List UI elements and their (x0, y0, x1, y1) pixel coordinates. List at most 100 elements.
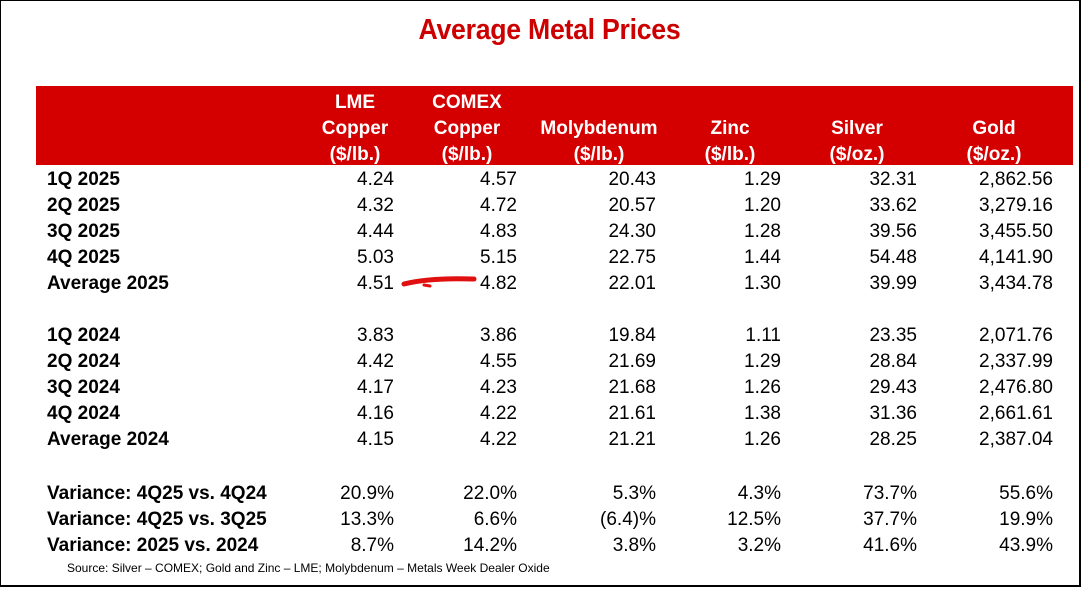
header-line2: Copper (321, 118, 389, 139)
table-cell: 4.82 (480, 273, 517, 294)
table-cell: 37.7% (863, 509, 917, 530)
table-cell: 4.42 (357, 351, 394, 372)
row-label: Variance: 4Q25 vs. 3Q25 (47, 509, 267, 530)
table-cell: 54.48 (869, 247, 917, 268)
table-cell: 2,337.99 (979, 351, 1053, 372)
page-title: Average Metal Prices (418, 14, 681, 46)
table-cell: 21.21 (608, 429, 656, 450)
header-line1 (957, 90, 1031, 116)
table-cell: 4.24 (357, 169, 394, 190)
table-row: Variance: 2025 vs. 2024 8.7% 14.2% 3.8% 3.2%… (0, 533, 1083, 559)
row-label: 1Q 2024 (47, 325, 120, 346)
table-cell: 13.3% (340, 509, 394, 530)
table-cell: 12.5% (727, 509, 781, 530)
table-cell: 1.28 (744, 221, 781, 242)
row-label: Average 2025 (47, 273, 169, 294)
header-molybdenum: Molybdenum ($/lb.) (535, 90, 663, 168)
table-row: 3Q 2025 4.44 4.83 24.30 1.28 39.56 3,455.50 (0, 219, 1083, 245)
header-line1: LME (334, 92, 376, 113)
table-cell: 6.6% (473, 509, 517, 530)
row-label: Average 2024 (47, 429, 169, 450)
table-cell: 19.9% (999, 509, 1053, 530)
table-cell: 4.72 (480, 195, 517, 216)
table-cell: 2,071.76 (979, 325, 1053, 346)
table-cell: 31.36 (869, 403, 917, 424)
header-comex-copper: COMEX Copper ($/lb.) (428, 90, 506, 168)
table-cell: 41.6% (863, 535, 917, 556)
row-label: Variance: 2025 vs. 2024 (47, 535, 259, 556)
table-cell: 3.2% (737, 535, 781, 556)
table-cell: 3.86 (480, 325, 517, 346)
table-cell: 4.55 (480, 351, 517, 372)
header-silver: Silver ($/oz.) (820, 90, 894, 168)
table-row: 4Q 2025 5.03 5.15 22.75 1.44 54.48 4,141.90 (0, 245, 1083, 271)
row-label: 4Q 2025 (47, 247, 120, 268)
table-cell: 4.22 (480, 429, 517, 450)
table-cell: 4,141.90 (979, 247, 1053, 268)
table-cell: 2,661.61 (979, 403, 1053, 424)
table-cell: 3,279.16 (979, 195, 1053, 216)
header-line2: Molybdenum (540, 118, 658, 139)
table-cell: 5.15 (480, 247, 517, 268)
table-row: Average 2025 4.51 4.82 22.01 1.30 39.99 3,434.… (0, 271, 1083, 297)
table-cell: 22.01 (608, 273, 656, 294)
table-cell: 4.15 (357, 429, 394, 450)
table-cell: 5.03 (357, 247, 394, 268)
table-cell: 20.9% (340, 483, 394, 504)
row-label: 3Q 2024 (47, 377, 120, 398)
table-cell: 32.31 (869, 169, 917, 190)
table-cell: 1.44 (744, 247, 781, 268)
header-unit: ($/lb.) (573, 144, 625, 167)
table-cell: 23.35 (869, 325, 917, 346)
table-cell: 29.43 (869, 377, 917, 398)
header-lme-copper: LME Copper ($/lb.) (318, 90, 392, 168)
row-label: 1Q 2025 (47, 169, 120, 190)
table-cell: 1.29 (744, 351, 781, 372)
header-line2: Gold (972, 118, 1016, 139)
table-row: Average 2024 4.15 4.22 21.21 1.26 28.25 2,387.… (0, 427, 1083, 453)
header-line1 (820, 90, 894, 116)
header-unit: ($/oz.) (829, 144, 885, 167)
table-cell: 55.6% (999, 483, 1053, 504)
table-cell: 73.7% (863, 483, 917, 504)
table-cell: 3.83 (357, 325, 394, 346)
header-line1 (699, 90, 761, 116)
row-label: Variance: 4Q25 vs. 4Q24 (47, 483, 267, 504)
table-cell: 22.0% (463, 483, 517, 504)
table-cell: 21.61 (608, 403, 656, 424)
row-label: 4Q 2024 (47, 403, 120, 424)
table-header-band (36, 86, 1073, 165)
table-row: 4Q 2024 4.16 4.22 21.61 1.38 31.36 2,661.61 (0, 401, 1083, 427)
header-unit: ($/lb.) (441, 144, 493, 167)
source-footnote: Source: Silver – COMEX; Gold and Zinc – … (67, 561, 550, 575)
table-cell: (6.4)% (600, 509, 656, 530)
header-line2: Zinc (710, 118, 750, 139)
table-cell: 1.11 (745, 325, 781, 346)
table-cell: 1.26 (744, 429, 781, 450)
table-cell: 39.56 (869, 221, 917, 242)
table-cell: 28.25 (869, 429, 917, 450)
table-cell: 3,455.50 (979, 221, 1053, 242)
table-cell: 4.23 (480, 377, 517, 398)
table-row: Variance: 4Q25 vs. 4Q24 20.9% 22.0% 5.3% 4.3… (0, 481, 1083, 507)
table-cell: 3,434.78 (979, 273, 1053, 294)
table-cell: 39.99 (869, 273, 917, 294)
table-cell: 4.16 (357, 403, 394, 424)
table-cell: 1.26 (744, 377, 781, 398)
header-gold: Gold ($/oz.) (957, 90, 1031, 168)
header-zinc: Zinc ($/lb.) (699, 90, 761, 168)
table-cell: 20.43 (608, 169, 656, 190)
header-unit: ($/lb.) (329, 144, 381, 167)
row-label: 2Q 2024 (47, 351, 120, 372)
table-cell: 4.17 (357, 377, 394, 398)
table-cell: 4.57 (480, 169, 517, 190)
table-cell: 4.83 (480, 221, 517, 242)
header-line1: COMEX (432, 92, 502, 113)
header-unit: ($/oz.) (966, 144, 1022, 167)
table-cell: 5.3% (612, 483, 656, 504)
table-cell: 2,862.56 (979, 169, 1053, 190)
table-cell: 8.7% (350, 535, 394, 556)
table-row: Variance: 4Q25 vs. 3Q25 13.3% 6.6% (6.4)% 12… (0, 507, 1083, 533)
table-cell: 4.32 (357, 195, 394, 216)
header-line1 (535, 90, 663, 116)
